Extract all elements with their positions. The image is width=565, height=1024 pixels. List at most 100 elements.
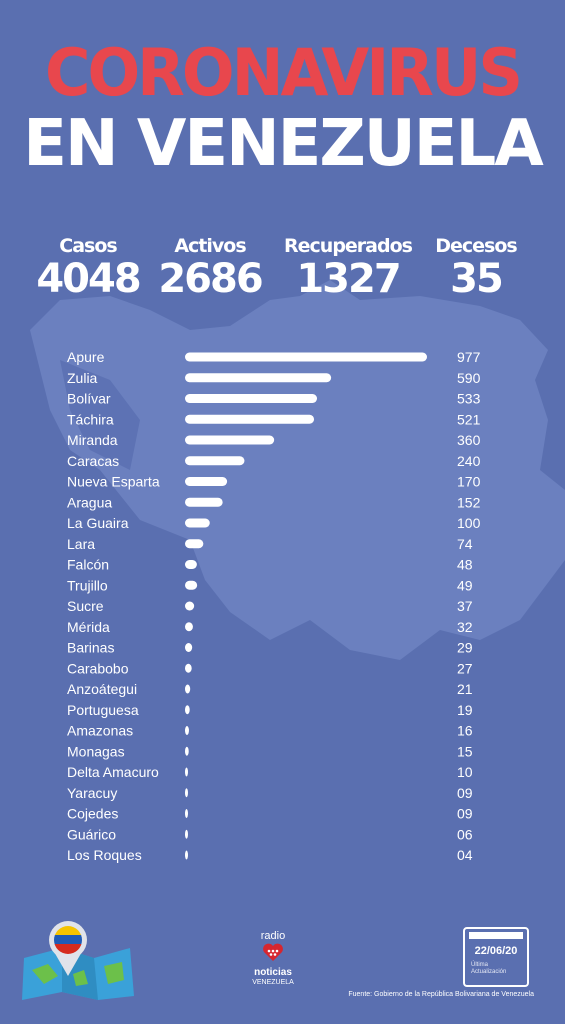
map-pin-icon bbox=[22, 921, 134, 1000]
update-label-line2: Actualización bbox=[471, 969, 507, 975]
category-label: Miranda bbox=[67, 432, 118, 448]
bar bbox=[185, 352, 427, 362]
category-label: Anzoátegui bbox=[67, 681, 137, 697]
value-label: 74 bbox=[457, 536, 473, 552]
value-label: 06 bbox=[457, 826, 473, 842]
update-label: Última Actualización bbox=[471, 962, 506, 976]
bar bbox=[185, 414, 315, 424]
category-label: Carabobo bbox=[67, 660, 129, 676]
category-label: Los Roques bbox=[67, 847, 142, 863]
value-label: 21 bbox=[457, 681, 473, 697]
stat-value: 1327 bbox=[296, 256, 401, 302]
stat-recuperados: Recuperados 1327 bbox=[278, 235, 418, 301]
bar bbox=[185, 601, 195, 611]
value-label: 37 bbox=[457, 598, 473, 614]
value-label: 533 bbox=[457, 391, 481, 407]
category-label: Sucre bbox=[67, 598, 104, 614]
value-label: 49 bbox=[457, 577, 473, 593]
value-label: 16 bbox=[457, 723, 473, 739]
category-label: Yaracuy bbox=[67, 785, 117, 801]
category-label: Nueva Esparta bbox=[67, 474, 160, 490]
value-label: 100 bbox=[457, 515, 481, 531]
title-coronavirus: CORONAVIRUS bbox=[44, 34, 523, 111]
category-label: Zulia bbox=[67, 370, 98, 386]
stat-activos: Activos 2686 bbox=[140, 235, 280, 301]
stat-label: Casos bbox=[59, 235, 117, 257]
category-label: Delta Amacuro bbox=[67, 764, 159, 780]
bar bbox=[185, 663, 192, 673]
value-label: 04 bbox=[457, 847, 473, 863]
bar bbox=[185, 539, 204, 549]
category-label: La Guaira bbox=[67, 515, 129, 531]
update-label-line1: Última bbox=[471, 962, 489, 968]
category-label: Falcón bbox=[67, 557, 109, 573]
logo-venezuela-text: VENEZUELA bbox=[252, 979, 294, 986]
calendar-icon: 22/06/20 Última Actualización bbox=[463, 927, 529, 987]
bar bbox=[185, 456, 245, 466]
bar bbox=[185, 829, 188, 839]
logo-noticias-text: noticias bbox=[254, 967, 292, 978]
source-note: Fuente: Gobierno de la República Bolivar… bbox=[348, 991, 534, 998]
stat-value: 2686 bbox=[158, 256, 263, 302]
bar bbox=[185, 643, 193, 652]
bar bbox=[185, 726, 189, 735]
update-date: 22/06/20 bbox=[474, 945, 518, 957]
radio-noticias-logo: radio noticias VENEZUELA bbox=[247, 930, 299, 987]
category-label: Amazonas bbox=[67, 723, 133, 739]
stat-value: 4048 bbox=[36, 256, 141, 302]
value-label: 521 bbox=[457, 411, 481, 427]
bar bbox=[185, 435, 275, 445]
value-label: 19 bbox=[457, 702, 473, 718]
value-label: 590 bbox=[457, 370, 481, 386]
category-label: Monagas bbox=[67, 743, 125, 759]
cases-by-state-chart: Apure 977 Zulia 590 Bolívar 533 Táchira 521 Mira… bbox=[67, 349, 481, 863]
category-label: Aragua bbox=[67, 494, 112, 510]
category-label: Táchira bbox=[67, 411, 114, 427]
value-label: 15 bbox=[457, 743, 473, 759]
bar bbox=[185, 850, 188, 860]
calendar-rings-icon bbox=[469, 932, 523, 939]
bar bbox=[185, 746, 189, 756]
bar bbox=[185, 394, 318, 403]
category-label: Bolívar bbox=[67, 391, 111, 407]
category-label: Trujillo bbox=[67, 577, 108, 593]
category-label: Portuguesa bbox=[67, 702, 139, 718]
stat-label: Recuperados bbox=[284, 235, 413, 257]
value-label: 240 bbox=[457, 453, 481, 469]
bar bbox=[185, 622, 193, 632]
category-label: Cojedes bbox=[67, 806, 118, 822]
bar bbox=[185, 809, 188, 818]
bar bbox=[185, 560, 197, 569]
category-label: Mérida bbox=[67, 619, 110, 635]
value-label: 29 bbox=[457, 640, 473, 656]
value-label: 170 bbox=[457, 474, 481, 490]
bar bbox=[185, 497, 223, 507]
stat-label: Activos bbox=[174, 235, 246, 257]
bar bbox=[185, 767, 188, 777]
bar bbox=[185, 684, 191, 694]
category-label: Guárico bbox=[67, 826, 116, 842]
stat-casos: Casos 4048 bbox=[18, 235, 158, 301]
bar bbox=[185, 705, 190, 715]
bar bbox=[185, 788, 188, 798]
value-label: 09 bbox=[457, 785, 473, 801]
category-label: Barinas bbox=[67, 640, 114, 656]
bar bbox=[185, 477, 228, 486]
category-label: Lara bbox=[67, 536, 95, 552]
value-label: 360 bbox=[457, 432, 481, 448]
stat-decesos: Decesos 35 bbox=[406, 235, 546, 301]
value-label: 977 bbox=[457, 349, 481, 365]
value-label: 10 bbox=[457, 764, 473, 780]
value-label: 48 bbox=[457, 557, 473, 573]
bar bbox=[185, 580, 198, 590]
title-venezuela: EN VENEZUELA bbox=[23, 107, 544, 181]
value-label: 27 bbox=[457, 660, 473, 676]
bar bbox=[185, 518, 210, 528]
stat-value: 35 bbox=[450, 256, 504, 302]
value-label: 152 bbox=[457, 494, 481, 510]
heart-icon bbox=[263, 943, 283, 961]
bar bbox=[185, 373, 332, 383]
category-label: Apure bbox=[67, 349, 105, 365]
logo-radio-text: radio bbox=[260, 930, 286, 942]
